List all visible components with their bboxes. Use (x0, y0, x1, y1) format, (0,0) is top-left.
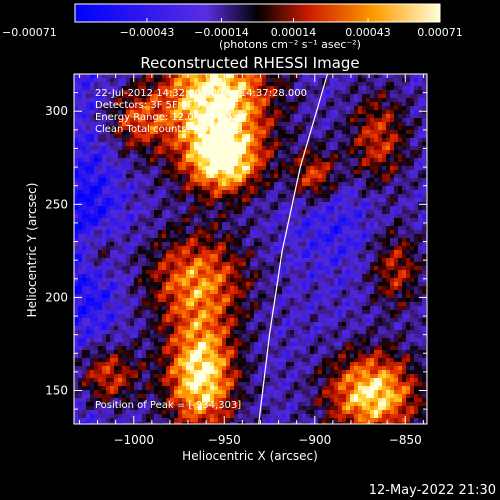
axis-ticks: −1000 −950 −900 −850 150 200 250 300 (45, 73, 427, 447)
colorbar (74, 3, 441, 23)
annotation-energy-range: Energy Range: 12.0 - 25.0 keV (95, 112, 248, 123)
x-axis-label: Heliocentric X (arcsec) (182, 449, 318, 463)
y-tick-label: 250 (45, 197, 68, 211)
x-tick-label: −900 (298, 433, 331, 447)
solar-limb-line (258, 74, 329, 424)
colorbar-tick-label: 0.00014 (271, 26, 317, 39)
colorbar-units: (photons cm⁻² s⁻¹ asec⁻²) (219, 38, 361, 51)
colorbar-tick-label: −0.00071 (2, 26, 57, 39)
y-tick-label: 300 (45, 104, 68, 118)
y-tick-label: 150 (45, 383, 68, 397)
colorbar-tick-label: −0.00014 (194, 26, 249, 39)
colorbar-tick-label: 0.00043 (345, 26, 391, 39)
annotation-peak-position: Position of Peak = [-934,303] (95, 400, 241, 411)
colorbar-ticks: −0.00071 −0.00043 −0.00014 0.00014 0.00043 0.… (2, 18, 463, 39)
colorbar-tick-label: −0.00043 (120, 26, 175, 39)
x-tick-label: −1000 (113, 433, 154, 447)
annotation-total-counts: Clean Total counts: 3.92E+03 (95, 124, 243, 135)
plot-frame (73, 73, 428, 425)
y-axis-label: Heliocentric Y (arcsec) (25, 183, 39, 318)
annotation-time-range: 22-Jul-2012 14:32:00.000 to 14:37:28.000 (95, 88, 307, 99)
x-tick-label: −850 (389, 433, 422, 447)
heatmap-image (74, 74, 427, 424)
x-tick-label: −950 (208, 433, 241, 447)
chart-title: Reconstructed RHESSI Image (140, 54, 359, 72)
timestamp: 12-May-2022 21:30 (369, 483, 496, 498)
y-tick-label: 200 (45, 290, 68, 304)
annotation-detectors: Detectors: 3F 5F 6F 7F 8F 9F (95, 100, 239, 111)
colorbar-tick-label: 0.00071 (417, 26, 463, 39)
